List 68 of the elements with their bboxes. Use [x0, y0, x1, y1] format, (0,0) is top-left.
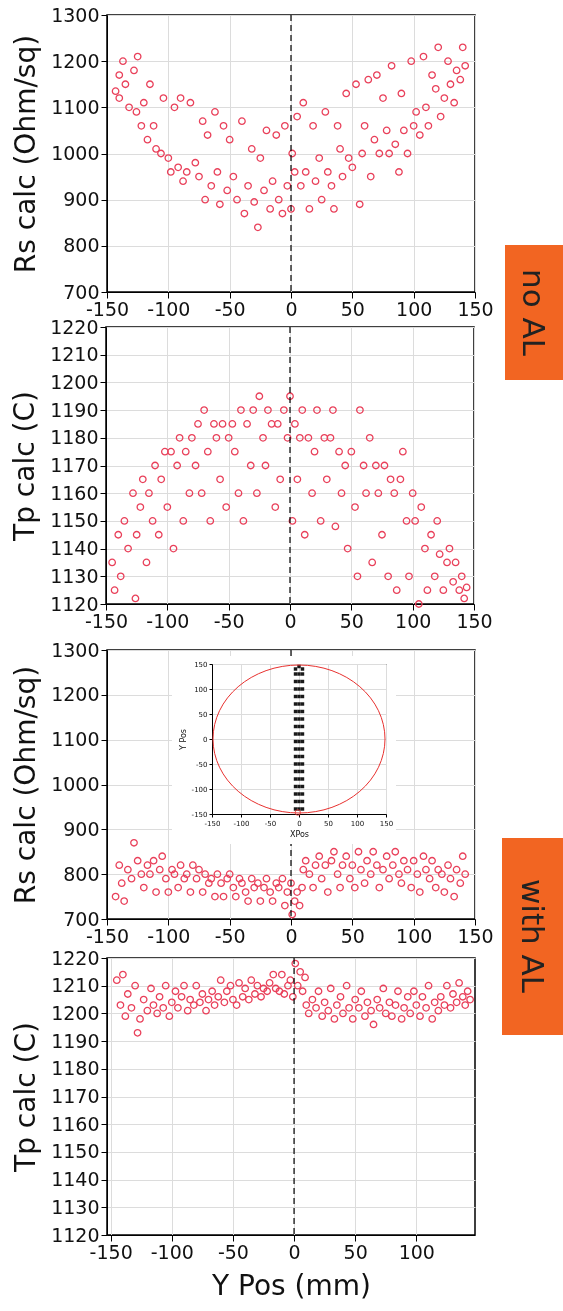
x-tick-label: 100	[396, 924, 433, 947]
x-tick-label: 0	[285, 924, 298, 947]
x-tick-label: -50	[213, 609, 245, 632]
y-axis-title: Y Pos	[178, 728, 188, 752]
x-tick-label: -50	[214, 924, 246, 947]
y-tick-label: 800	[63, 234, 100, 257]
x-tick-label: 50	[340, 924, 365, 947]
x-tick-label: 0	[285, 297, 298, 320]
x-tick-label: 100	[398, 1240, 435, 1263]
y-axis-title: Tp calc (C)	[9, 1022, 43, 1173]
y-tick-label: 1210	[50, 343, 99, 366]
x-tick-label: 100	[395, 609, 432, 632]
y-tick-label: 1120	[50, 592, 99, 615]
y-tick-label: 800	[63, 862, 100, 885]
y-axis-title: Rs calc (Ohm/sq)	[9, 665, 43, 905]
y-tick-label: 1150	[50, 509, 99, 532]
y-tick-label: 1100	[51, 95, 100, 118]
y-tick-label: 1140	[50, 537, 99, 560]
y-axis-title: Rs calc (Ohm/sq)	[9, 34, 43, 274]
y-tick-label: 1160	[50, 481, 99, 504]
x-tick-label: 150	[456, 609, 493, 632]
x-tick-label: 0	[284, 609, 297, 632]
x-tick-label: 0	[288, 1240, 301, 1263]
x-tick-label: 150	[457, 924, 494, 947]
x-tick-label: 150	[457, 297, 494, 320]
y-tick-label: 1200	[51, 49, 100, 72]
y-tick-label: 1200	[51, 1001, 100, 1024]
x-tick-label: 50	[340, 297, 365, 320]
y-tick-label: 1160	[51, 1112, 100, 1135]
y-tick-label: 1150	[51, 1140, 100, 1163]
y-tick-label: 1190	[51, 1029, 100, 1052]
y-tick-label: 1300	[51, 638, 100, 661]
y-tick-label: 1100	[51, 728, 100, 751]
x-axis-title: Y Pos (mm)	[211, 1268, 371, 1302]
y-tick-label: 1220	[51, 946, 100, 969]
y-tick-label: 1190	[50, 398, 99, 421]
x-tick-label: 100	[396, 297, 433, 320]
y-tick-label: 700	[63, 907, 100, 930]
y-tick-label: 1180	[50, 426, 99, 449]
y-tick-label: 1130	[50, 564, 99, 587]
x-tick-label: -100	[147, 924, 191, 947]
y-tick-label: 1130	[51, 1195, 100, 1218]
y-tick-label: 900	[63, 188, 100, 211]
y-tick-label: 1000	[51, 142, 100, 164]
y-tick-label: 1170	[50, 454, 99, 476]
y-tick-label: 700	[63, 280, 100, 303]
x-tick-label: -50	[214, 297, 246, 320]
y-tick-label: 900	[63, 817, 100, 840]
x-tick-label: 50	[339, 609, 364, 632]
text: no AL	[516, 269, 552, 356]
x-tick-label: -100	[150, 1240, 194, 1263]
x-tick-label: -100	[147, 297, 191, 320]
y-tick-label: 1300	[51, 3, 100, 26]
y-axis-title: Tp calc (C)	[8, 391, 42, 542]
x-axis-title: XPos	[289, 829, 310, 839]
y-tick-label: 1000	[51, 773, 100, 795]
y-tick-label: 1170	[51, 1085, 100, 1107]
y-tick-label: 1120	[51, 1223, 100, 1246]
x-tick-label: -50	[217, 1240, 249, 1263]
y-tick-label: 1140	[51, 1168, 100, 1191]
text: with AL	[514, 879, 551, 994]
y-tick-label: 1210	[51, 974, 100, 997]
y-tick-label: 1200	[50, 370, 99, 393]
y-tick-label: 1220	[50, 315, 99, 338]
x-tick-label: -100	[146, 609, 190, 632]
y-tick-label: 1180	[51, 1057, 100, 1080]
y-tick-label: 1200	[51, 683, 100, 706]
x-tick-label: 50	[343, 1240, 368, 1263]
